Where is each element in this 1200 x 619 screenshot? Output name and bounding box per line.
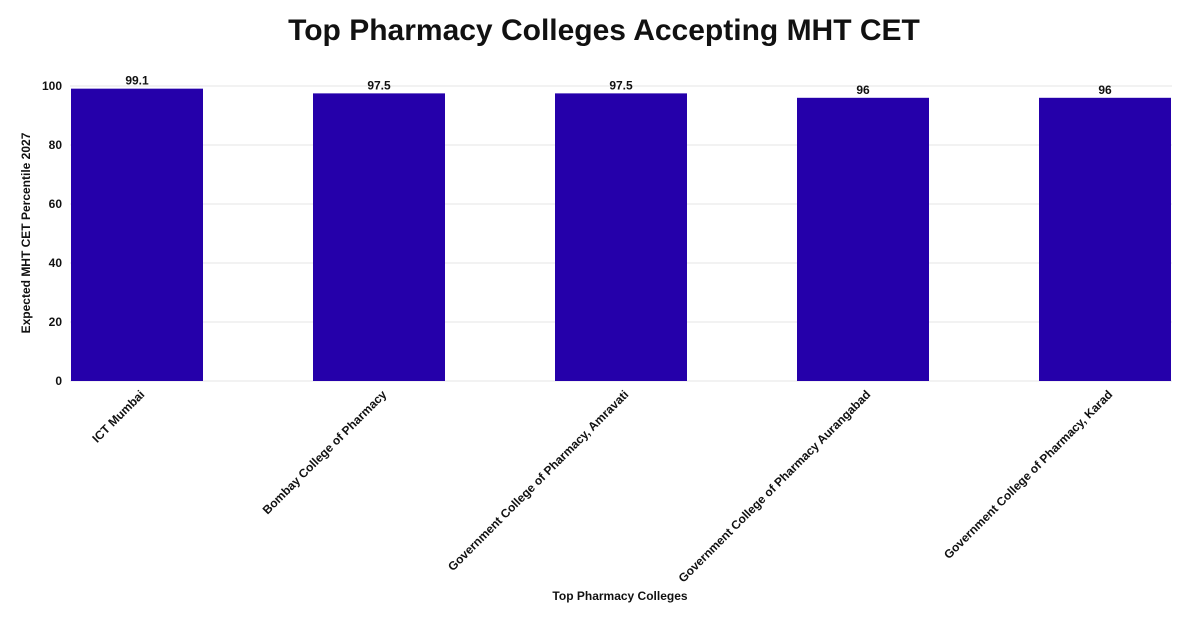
data-label: 96: [1098, 83, 1112, 97]
data-label: 97.5: [367, 78, 391, 92]
y-tick-label: 20: [49, 315, 63, 329]
bar: [1039, 97, 1171, 382]
y-axis-label: Expected MHT CET Percentile 2027: [19, 132, 33, 333]
x-tick-label: ICT Mumbai: [89, 387, 147, 445]
y-tick-label: 100: [42, 79, 62, 93]
x-axis-label: Top Pharmacy Colleges: [552, 589, 687, 603]
chart-title: Top Pharmacy Colleges Accepting MHT CET: [288, 14, 920, 47]
bar: [313, 93, 445, 381]
x-tick-label: Government College of Pharmacy Aurangaba…: [676, 387, 874, 585]
y-tick-label: 60: [49, 197, 63, 211]
x-tick-label: Government College of Pharmacy, Amravati: [445, 387, 631, 573]
y-tick-label: 80: [49, 138, 63, 152]
data-label: 96: [856, 83, 870, 97]
bar: [555, 93, 687, 381]
bar: [71, 88, 203, 381]
x-tick-label: Government College of Pharmacy, Karad: [941, 387, 1115, 561]
y-tick-label: 0: [55, 374, 62, 388]
bar: [797, 97, 929, 382]
y-tick-label: 40: [49, 256, 63, 270]
x-tick-label: Bombay College of Pharmacy: [260, 387, 390, 517]
data-label: 97.5: [609, 78, 633, 92]
data-label: 99.1: [125, 74, 149, 88]
